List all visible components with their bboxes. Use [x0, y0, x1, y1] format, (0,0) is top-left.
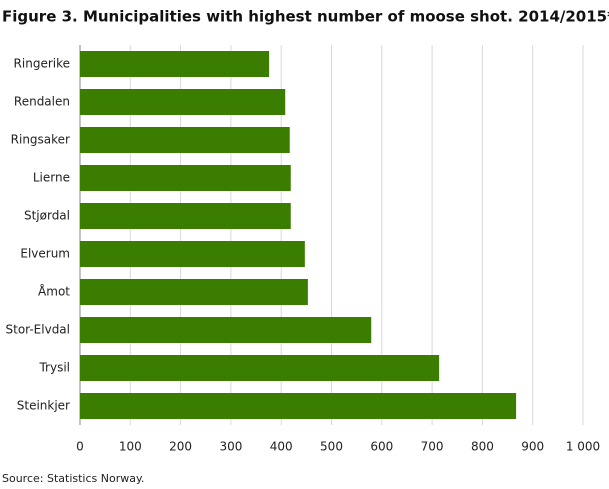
x-tick-label: 600 [370, 440, 393, 454]
y-tick-label: Ringerike [14, 57, 70, 71]
y-tick-label: Stor-Elvdal [6, 323, 70, 337]
x-tick-label: 700 [421, 440, 444, 454]
y-tick-label: Elverum [20, 247, 70, 261]
x-tick-label: 1 000 [566, 440, 600, 454]
bar [80, 165, 291, 191]
y-tick-label: Åmot [38, 284, 70, 299]
x-tick-label: 200 [169, 440, 192, 454]
chart-title: Figure 3. Municipalities with highest nu… [2, 8, 609, 26]
y-tick-label: Ringsaker [11, 133, 70, 147]
bar [80, 127, 290, 153]
x-tick-label: 400 [270, 440, 293, 454]
bar [80, 317, 372, 343]
bar [80, 51, 270, 77]
x-tick-label: 500 [320, 440, 343, 454]
bar [80, 203, 291, 229]
bar [80, 89, 286, 115]
y-tick-label: Stjørdal [24, 209, 70, 223]
x-tick-label: 0 [76, 440, 84, 454]
y-tick-label: Steinkjer [17, 399, 70, 413]
bar [80, 355, 440, 381]
y-tick-label: Lierne [33, 171, 70, 185]
x-tick-label: 300 [219, 440, 242, 454]
y-tick-label: Trysil [38, 361, 70, 375]
x-tick-label: 100 [119, 440, 142, 454]
bar [80, 393, 517, 419]
x-tick-label: 800 [471, 440, 494, 454]
bar [80, 241, 305, 267]
bar [80, 279, 308, 305]
y-tick-label: Rendalen [14, 95, 70, 109]
source: Source: Statistics Norway. [2, 472, 144, 485]
x-tick-label: 900 [521, 440, 544, 454]
